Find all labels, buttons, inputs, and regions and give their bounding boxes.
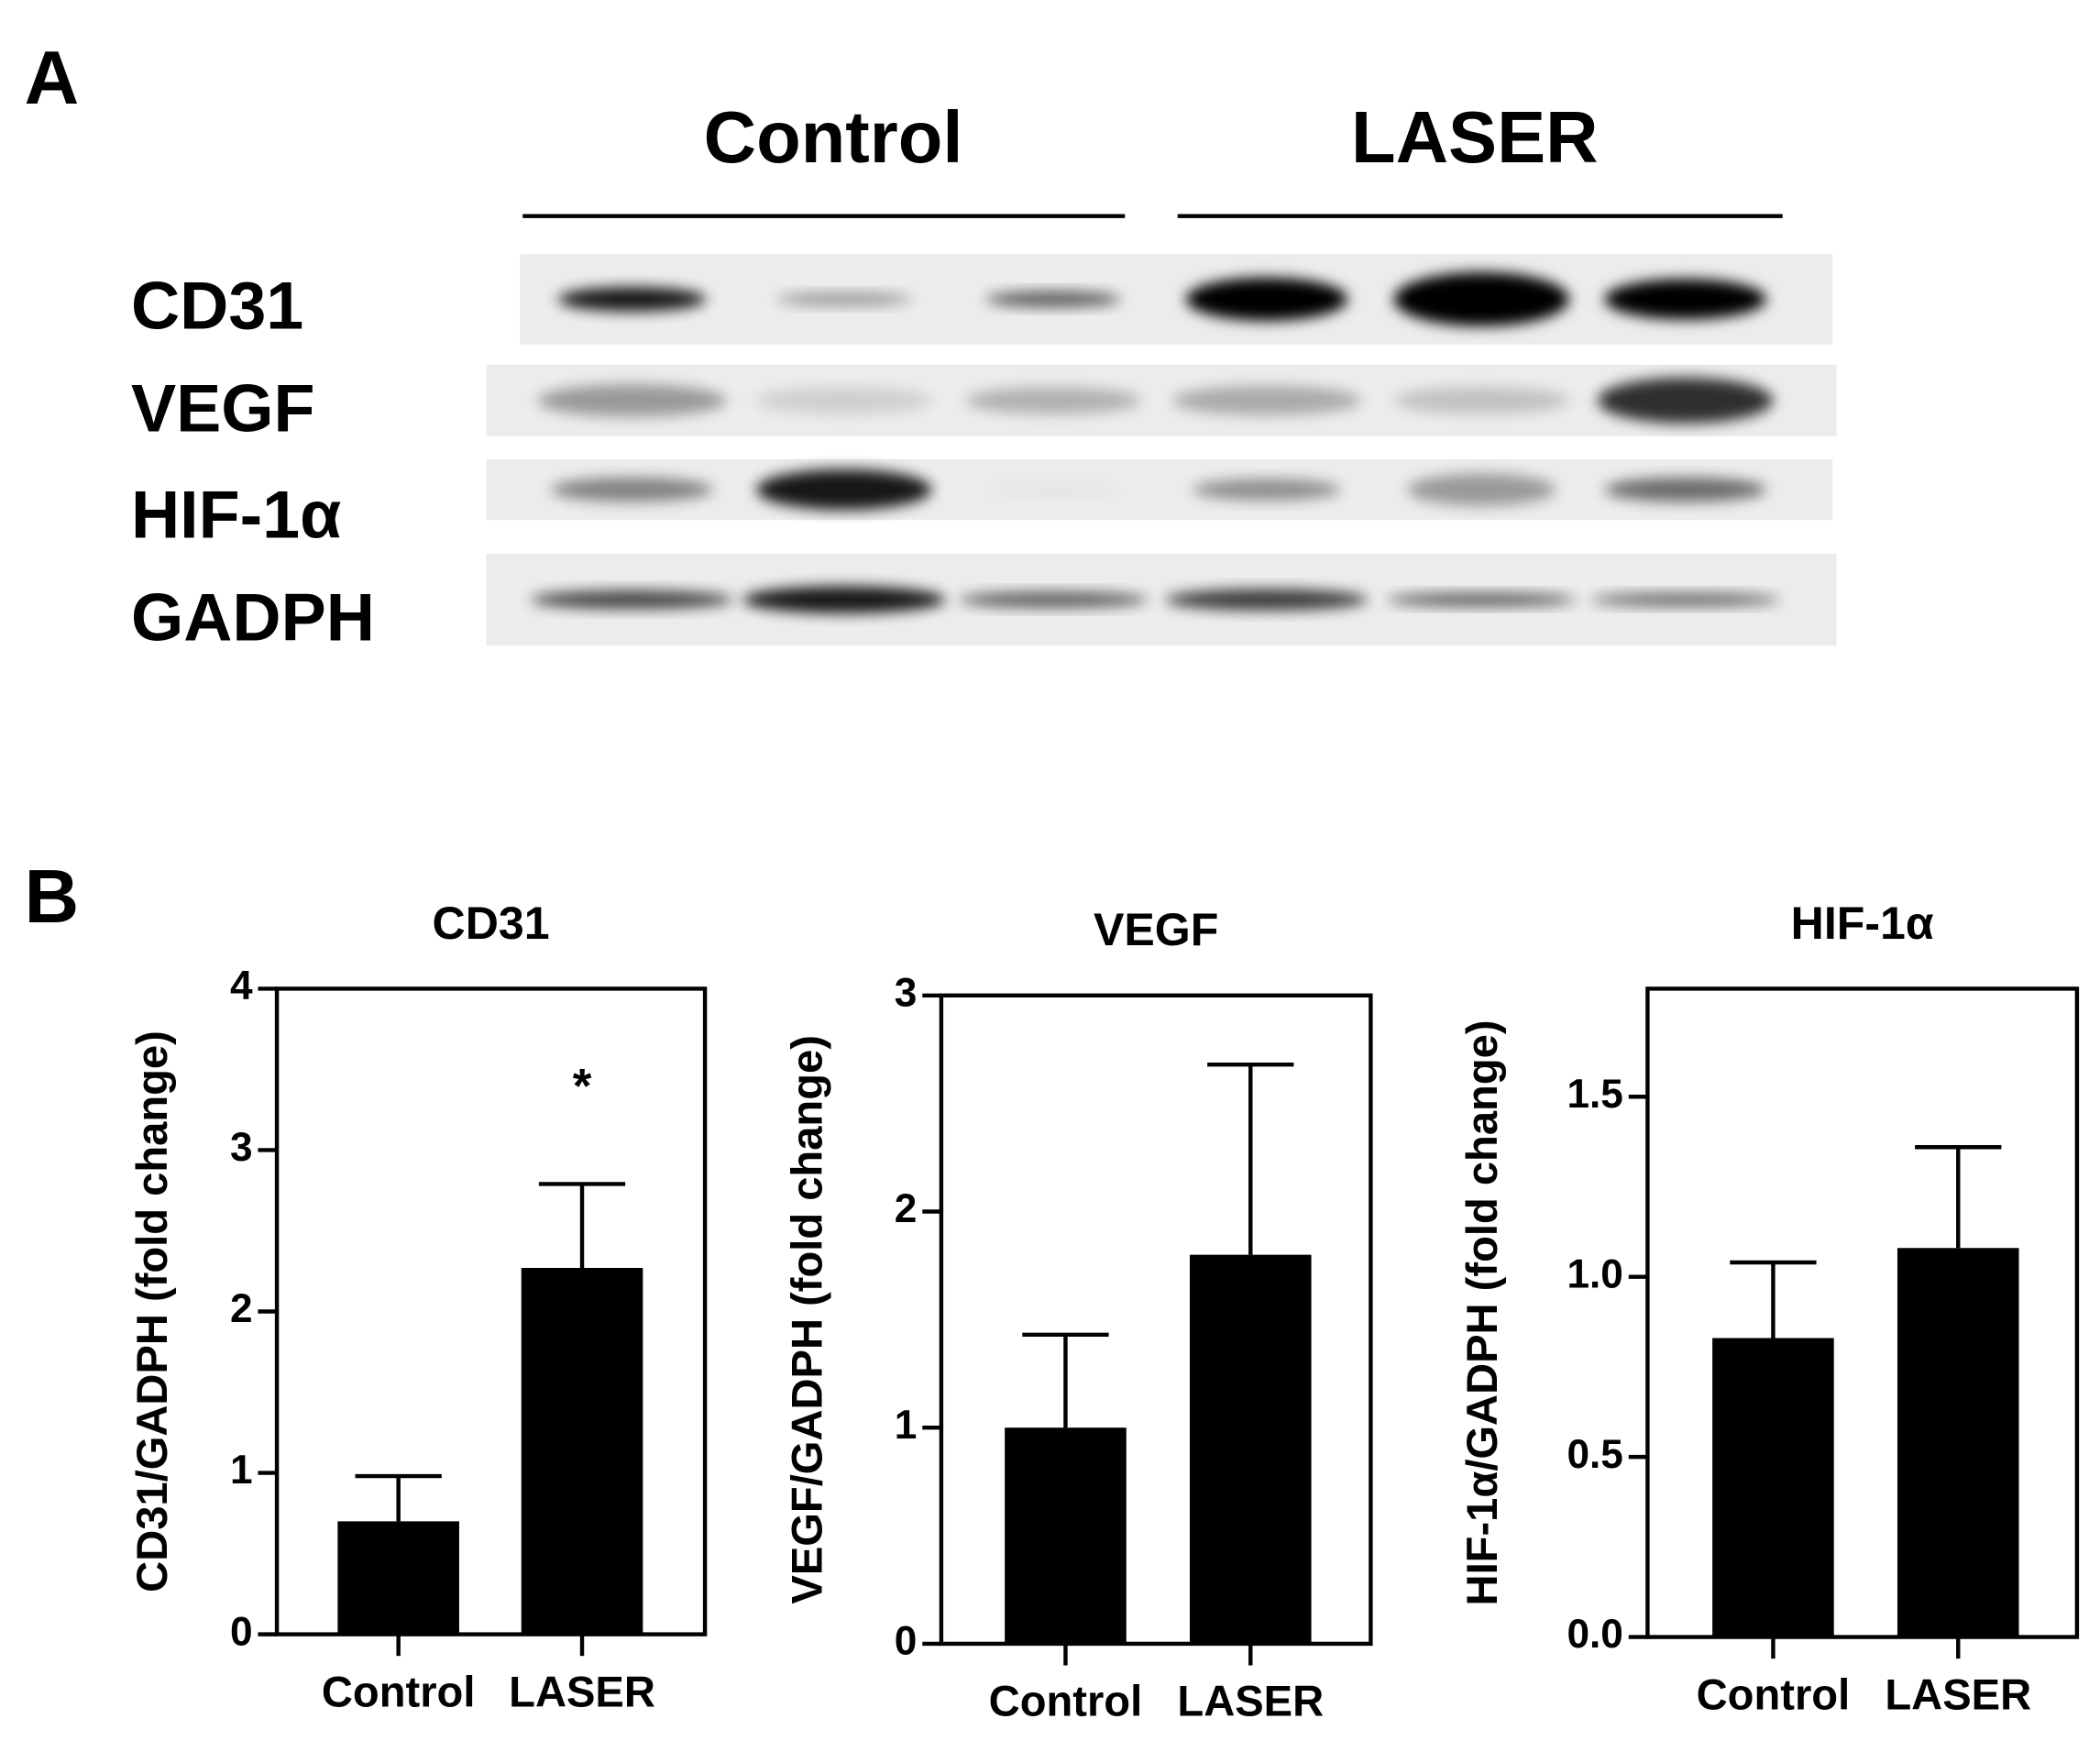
x-tick-label: Control [322, 1667, 476, 1715]
blot-band [1393, 271, 1569, 326]
blot-band [1387, 592, 1577, 607]
blot-band [1597, 377, 1774, 424]
y-axis-label: VEGF/GADPH (fold change) [782, 1035, 830, 1604]
blot-band [537, 384, 727, 417]
chart-title: CD31 [433, 898, 550, 949]
blot-band [551, 477, 713, 502]
blot-band [1165, 589, 1369, 611]
x-tick-label: LASER [1885, 1669, 2031, 1718]
x-tick-label: Control [1697, 1669, 1851, 1718]
blot-band [985, 291, 1121, 308]
y-tick-label: 1 [895, 1403, 918, 1448]
y-tick-label: 0.5 [1567, 1432, 1622, 1477]
bar [1005, 1427, 1127, 1644]
y-tick-label: 2 [230, 1286, 253, 1331]
row-label: GADPH [131, 579, 375, 656]
x-tick-label: LASER [509, 1667, 655, 1715]
charts: CD31 CD31/GADPH (fold change) 0 1 2 3 4 Control… [127, 898, 2080, 1725]
y-tick-label: 1.0 [1567, 1251, 1622, 1296]
annotation: * [573, 1059, 592, 1113]
blot-band [1171, 385, 1362, 416]
error-bar [538, 1182, 626, 1268]
blot-band [1407, 473, 1556, 506]
group-label: LASER [1351, 96, 1599, 178]
blot-band [986, 483, 1121, 497]
y-tick-label: 3 [230, 1125, 253, 1170]
error-bar [1915, 1145, 2002, 1249]
bar [1189, 1254, 1312, 1644]
plot-frame [939, 993, 1373, 1647]
y-tick-label: 0.0 [1567, 1612, 1622, 1657]
error-bar [1207, 1062, 1294, 1255]
blot-band [959, 591, 1149, 608]
error-bar [1730, 1260, 1817, 1339]
y-tick-label: 3 [895, 970, 918, 1015]
blot-band [1604, 477, 1767, 502]
y-tick-label: 0 [895, 1619, 918, 1664]
y-tick-label: 0 [230, 1609, 253, 1654]
panel-label: B [25, 854, 80, 939]
panel-label: A [25, 36, 80, 120]
row-label: HIF-1α [131, 477, 341, 553]
western-blot [486, 253, 1837, 646]
bar [1712, 1338, 1834, 1637]
y-axis-label: HIF-1α/GADPH (fold change) [1457, 1019, 1506, 1605]
blot-band [742, 586, 946, 613]
blot-band [1185, 277, 1348, 321]
blot-band [1192, 479, 1341, 501]
plot-frame [274, 986, 708, 1636]
blot-band [1604, 279, 1767, 320]
y-tick-label: 4 [230, 964, 253, 1008]
blot-band [965, 387, 1141, 414]
y-axis-label: CD31/GADPH (fold change) [127, 1030, 176, 1592]
error-bar [355, 1473, 442, 1522]
bar [521, 1267, 643, 1635]
blot-band [776, 292, 912, 306]
y-tick-label: 2 [895, 1186, 918, 1231]
row-label: VEGF [131, 369, 315, 446]
chart-title: VEGF [1094, 904, 1218, 955]
blot-band [756, 468, 932, 511]
group-label: Control [704, 96, 963, 178]
x-tick-label: Control [989, 1677, 1143, 1725]
bar [1897, 1248, 2019, 1637]
row-label: CD31 [131, 267, 303, 343]
y-tick-label: 1 [230, 1448, 253, 1493]
blot-band [756, 387, 932, 414]
y-tick-label: 1.5 [1567, 1072, 1622, 1117]
x-tick-label: LASER [1177, 1677, 1324, 1725]
blot-band [1393, 387, 1569, 414]
chart-title: HIF-1α [1791, 898, 1934, 949]
error-bar [1022, 1332, 1109, 1428]
bar [337, 1521, 459, 1635]
blot-band [1590, 592, 1780, 607]
blot-band [557, 287, 707, 312]
blot-band [531, 590, 734, 610]
plot-frame [1645, 986, 2080, 1639]
